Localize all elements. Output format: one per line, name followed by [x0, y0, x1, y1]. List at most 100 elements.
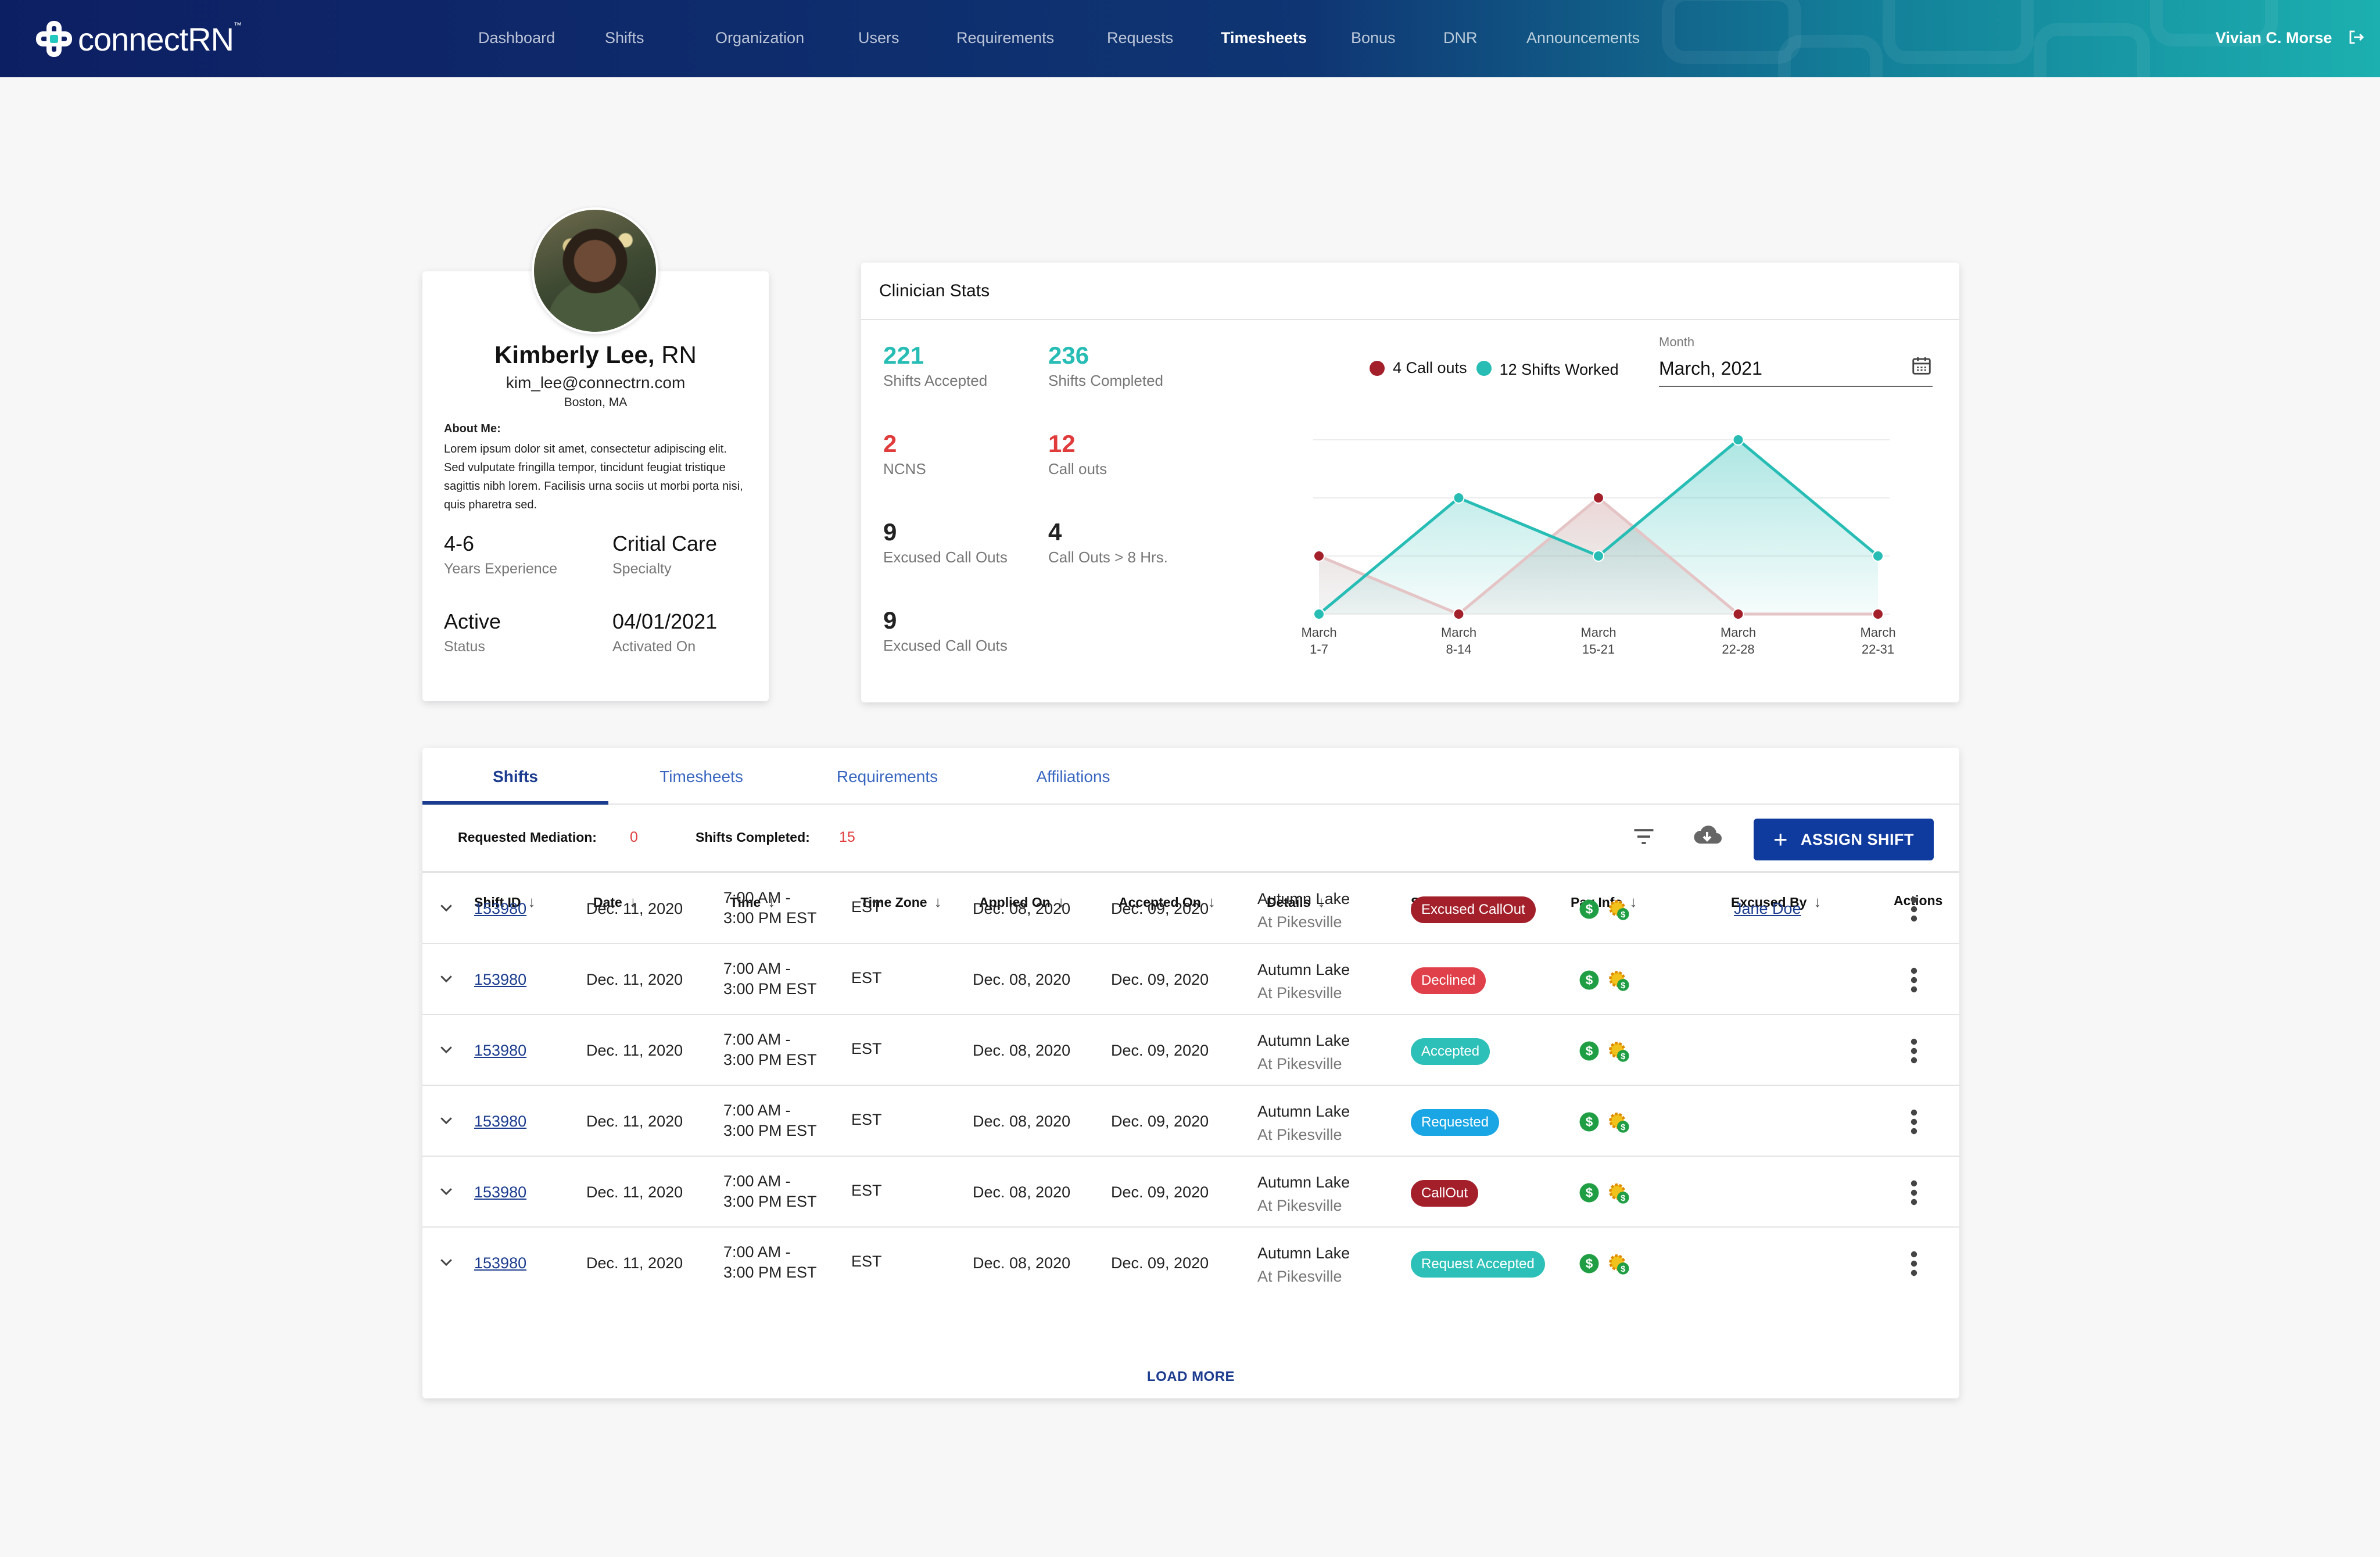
svg-text:$: $ [1621, 910, 1625, 920]
nav-item-shifts[interactable]: Shifts [605, 29, 644, 46]
shift-id-link[interactable]: 153980 [474, 900, 527, 917]
brand-logo[interactable]: connectRN ™ [36, 19, 242, 59]
excused-by-link[interactable]: Jane Doe [1734, 900, 1801, 917]
calendar-icon[interactable] [1911, 354, 1933, 376]
nav-item-dnr[interactable]: DNR [1443, 29, 1478, 46]
metric-shifts-completed: 236 Shifts Completed [1048, 342, 1163, 389]
clinician-stats-card: Clinician Stats 221 Shifts Accepted 236 Sh… [861, 263, 1959, 702]
column-header-actions: Actions [1894, 893, 1943, 908]
more-vertical-icon[interactable] [1910, 967, 1918, 993]
shift-id-link[interactable]: 153980 [474, 1254, 527, 1272]
dollar-icon[interactable]: $ [1579, 1253, 1600, 1274]
table-row: 153980 Dec. 11, 2020 7:00 AM -3:00 PM ES… [422, 872, 1959, 943]
shift-id-link[interactable]: 153980 [474, 1113, 527, 1130]
dollar-icon[interactable]: $ [1579, 899, 1600, 920]
cloud-download-icon[interactable] [1691, 821, 1723, 849]
chevron-down-icon[interactable] [438, 1182, 455, 1200]
bonus-dollar-icon[interactable]: $ [1606, 1252, 1632, 1276]
column-header-details[interactable]: Details ↓ [1267, 893, 1325, 910]
clinician-email: kim_lee@connectrn.com [506, 374, 686, 392]
shift-id-link[interactable]: 153980 [474, 1183, 527, 1201]
x-tick-label: March 1-7 [1301, 625, 1336, 656]
applied-on: Dec. 08, 2020 [973, 1183, 1071, 1201]
svg-text:$: $ [1586, 1044, 1593, 1059]
dollar-icon[interactable]: $ [1579, 1111, 1600, 1132]
more-vertical-icon[interactable] [1910, 1251, 1918, 1276]
tab-shifts[interactable]: Shifts [493, 767, 538, 785]
chevron-down-icon[interactable] [438, 1041, 455, 1058]
tab-requirements[interactable]: Requirements [836, 767, 938, 785]
column-header-shift-id[interactable]: Shift ID ↓ [474, 893, 536, 910]
accepted-on: Dec. 09, 2020 [1111, 1042, 1209, 1059]
shift-id-link[interactable]: 153980 [474, 971, 527, 988]
bonus-dollar-icon[interactable]: $ [1606, 1181, 1632, 1206]
chevron-down-icon[interactable] [438, 1253, 455, 1271]
shifts-worked-point [1593, 550, 1604, 562]
shift-date: Dec. 11, 2020 [586, 1042, 683, 1059]
accepted-on: Dec. 09, 2020 [1111, 1113, 1209, 1130]
nav-item-requests[interactable]: Requests [1107, 29, 1174, 46]
nav-item-bonus[interactable]: Bonus [1351, 29, 1396, 46]
more-vertical-icon[interactable] [1910, 1180, 1918, 1206]
more-vertical-icon[interactable] [1910, 896, 1918, 922]
tab-timesheets[interactable]: Timesheets [659, 767, 743, 785]
column-header-accepted-on[interactable]: Accepted On ↓ [1119, 893, 1216, 910]
load-more-button[interactable]: LOAD MORE [1146, 1369, 1235, 1384]
svg-text:$: $ [1586, 902, 1593, 917]
nav-item-timesheets[interactable]: Timesheets [1221, 29, 1307, 46]
nav-item-requirements[interactable]: Requirements [956, 29, 1055, 46]
chevron-down-icon[interactable] [438, 970, 455, 987]
shifts-worked-point [1313, 608, 1325, 620]
legend-shifts-dot [1476, 360, 1492, 376]
status-badge: Request Accepted [1411, 1251, 1545, 1278]
metric-shifts-accepted: 221 Shifts Accepted [883, 342, 988, 389]
requested-mediation-value: 0 [630, 829, 638, 845]
nav-item-dashboard[interactable]: Dashboard [478, 29, 555, 46]
bonus-dollar-icon[interactable]: $ [1606, 968, 1632, 993]
nav-item-organization[interactable]: Organization [715, 29, 805, 46]
logout-icon[interactable] [2347, 28, 2365, 46]
column-header-time[interactable]: Time ↓ [730, 893, 776, 910]
status-badge: Declined [1411, 967, 1486, 994]
table-row: 153980 Dec. 11, 2020 7:00 AM -3:00 PM ES… [422, 1014, 1959, 1085]
sort-arrow-icon: ↓ [1207, 893, 1216, 910]
column-header-date[interactable]: Date ↓ [593, 893, 637, 910]
x-tick-label: March 8-14 [1441, 625, 1476, 656]
more-vertical-icon[interactable] [1910, 1109, 1918, 1135]
callouts-point [1732, 608, 1744, 620]
bonus-dollar-icon[interactable]: $ [1606, 898, 1632, 922]
month-input[interactable]: March, 2021 [1659, 358, 1762, 379]
dollar-icon[interactable]: $ [1579, 970, 1600, 991]
status-badge: Accepted [1411, 1038, 1490, 1065]
sort-arrow-icon: ↓ [1317, 893, 1325, 910]
more-vertical-icon[interactable] [1910, 1038, 1918, 1064]
applied-on: Dec. 08, 2020 [973, 1113, 1071, 1130]
svg-text:$: $ [1586, 1186, 1593, 1200]
column-header-time-zone[interactable]: Time Zone ↓ [861, 893, 942, 910]
shift-time: 7:00 AM -3:00 PM EST [723, 960, 817, 998]
callouts-point [1593, 492, 1604, 504]
column-header-applied-on[interactable]: Applied On ↓ [979, 893, 1065, 910]
tab-affiliations[interactable]: Affiliations [1036, 767, 1110, 785]
sort-arrow-icon: ↓ [768, 893, 776, 910]
column-header-excused-by[interactable]: Excused By ↓ [1731, 893, 1822, 910]
user-name[interactable]: Vivian C. Morse [2216, 29, 2332, 46]
dollar-icon[interactable]: $ [1579, 1182, 1600, 1203]
shift-id-link[interactable]: 153980 [474, 1042, 527, 1059]
chevron-down-icon[interactable] [438, 1111, 455, 1129]
profile-card: Kimberly Lee, RN kim_lee@connectrn.com B… [422, 271, 769, 701]
clinician-name: Kimberly Lee, RN [494, 341, 697, 368]
shift-details: Autumn Lake At Pikesville [1257, 1032, 1350, 1072]
chevron-down-icon[interactable] [438, 899, 455, 916]
nav-item-users[interactable]: Users [858, 29, 899, 46]
assign-shift-button[interactable]: + ASSIGN SHIFT [1754, 819, 1934, 860]
month-label: Month [1659, 335, 1695, 349]
bonus-dollar-icon[interactable]: $ [1606, 1110, 1632, 1135]
dollar-icon[interactable]: $ [1579, 1041, 1600, 1061]
callouts-point [1872, 608, 1884, 620]
shift-time-zone: EST [851, 969, 882, 986]
nav-item-announcements[interactable]: Announcements [1526, 29, 1640, 46]
x-tick-label: March 15-21 [1580, 625, 1616, 656]
filter-icon[interactable] [1631, 824, 1657, 849]
bonus-dollar-icon[interactable]: $ [1606, 1039, 1632, 1064]
